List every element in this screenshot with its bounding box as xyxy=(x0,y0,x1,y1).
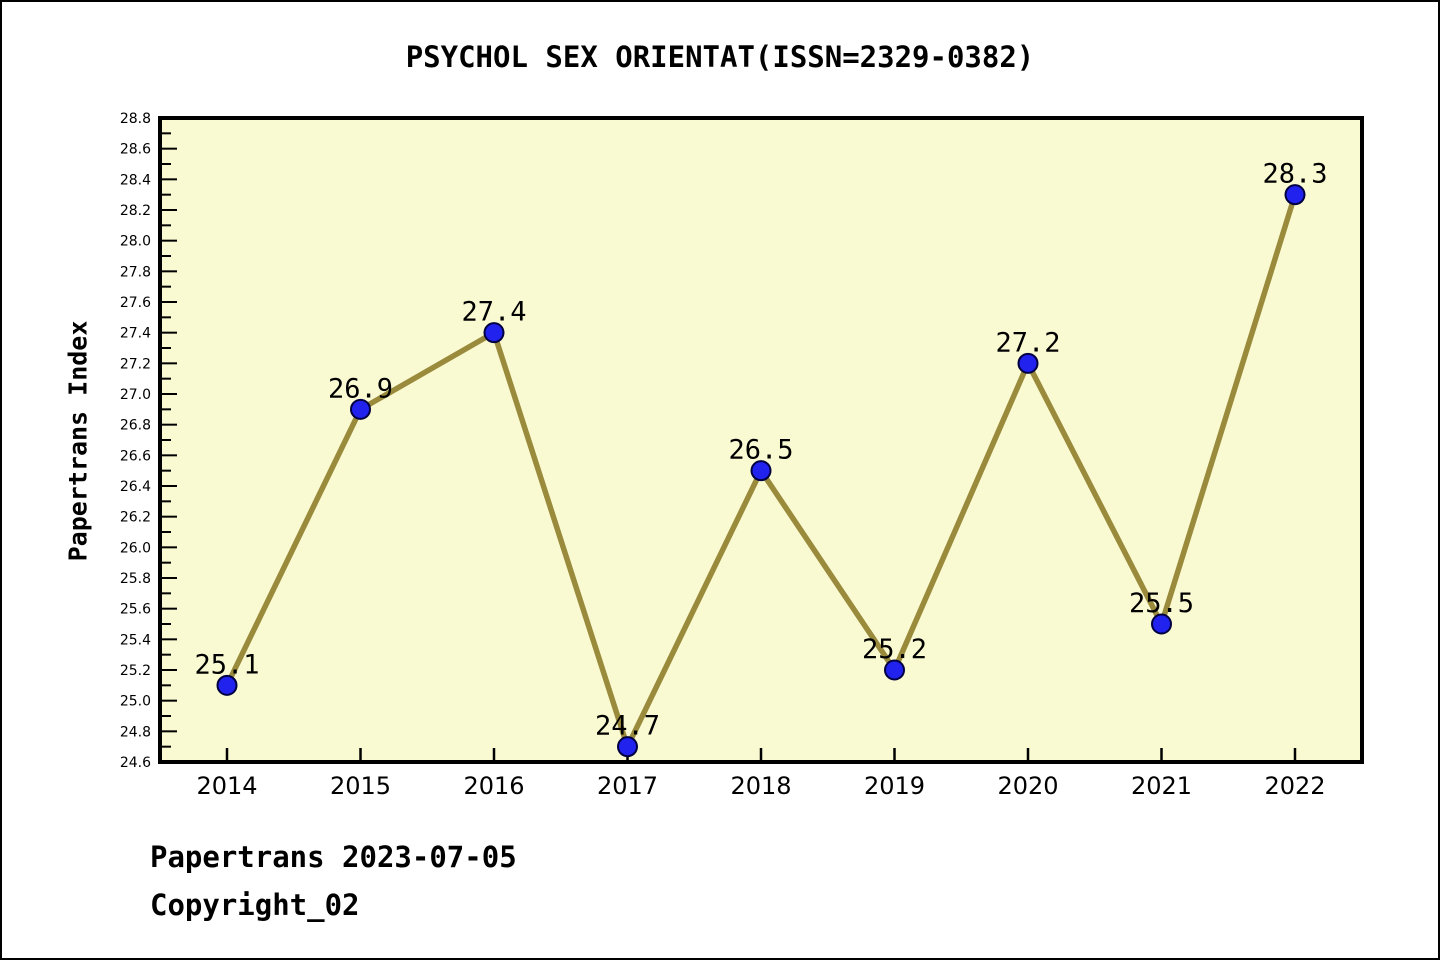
x-tick-label: 2021 xyxy=(1131,772,1192,800)
data-point xyxy=(483,322,505,344)
chart-title: PSYCHOL SEX ORIENTAT(ISSN=2329-0382) xyxy=(405,40,1035,74)
y-tick-label: 25.2 xyxy=(120,663,151,679)
data-point xyxy=(1151,613,1172,635)
data-point xyxy=(1284,184,1306,206)
data-point xyxy=(750,460,772,482)
data-point xyxy=(350,398,371,420)
y-tick-label: 27.8 xyxy=(120,264,151,280)
data-point-label: 25.1 xyxy=(194,649,259,680)
y-tick-label: 26.2 xyxy=(120,510,151,526)
y-tick-label: 26.0 xyxy=(120,540,151,556)
y-tick-label: 26.8 xyxy=(120,418,151,434)
x-tick-label: 2017 xyxy=(597,772,658,800)
data-point-label: 25.2 xyxy=(862,634,927,665)
y-tick-label: 25.6 xyxy=(120,602,151,618)
data-point xyxy=(884,659,905,681)
x-tick-label: 2016 xyxy=(463,772,524,800)
y-tick-label: 28.4 xyxy=(120,172,151,188)
x-tick-label: 2020 xyxy=(997,772,1058,800)
x-tick-label: 2018 xyxy=(730,772,791,800)
plot-background xyxy=(160,118,1362,762)
data-point-label: 24.7 xyxy=(595,711,660,742)
x-tick-label: 2014 xyxy=(196,772,257,800)
y-tick-label: 25.4 xyxy=(120,632,151,648)
data-point-label: 27.4 xyxy=(461,297,526,328)
y-tick-label: 25.0 xyxy=(120,694,151,710)
plot-border xyxy=(158,116,1364,764)
data-point-label: 26.9 xyxy=(328,373,393,404)
data-point-label: 25.5 xyxy=(1129,588,1194,619)
y-tick-label: 24.8 xyxy=(120,724,151,740)
y-tick-label: 28.8 xyxy=(120,111,151,127)
data-point xyxy=(216,674,238,696)
x-tick-label: 2022 xyxy=(1264,772,1325,800)
y-tick-label: 28.2 xyxy=(120,203,151,219)
y-tick-label: 24.6 xyxy=(120,755,151,771)
footer-date: Papertrans 2023-07-05 xyxy=(150,840,517,874)
y-tick-label: 27.6 xyxy=(120,295,151,311)
y-tick-label: 27.4 xyxy=(120,326,151,342)
y-tick-label: 26.6 xyxy=(120,448,151,464)
data-point xyxy=(1017,352,1039,374)
data-point-label: 26.5 xyxy=(728,435,793,466)
data-point-label: 28.3 xyxy=(1262,159,1327,190)
y-tick-label: 27.0 xyxy=(120,387,151,403)
data-point-label: 27.2 xyxy=(995,327,1060,358)
footer-copyright: Copyright_02 xyxy=(150,888,360,922)
y-tick-label: 25.8 xyxy=(120,571,151,587)
y-tick-label: 26.4 xyxy=(120,479,151,495)
y-tick-label: 27.2 xyxy=(120,356,151,372)
y-tick-label: 28.0 xyxy=(120,234,151,250)
x-tick-label: 2019 xyxy=(864,772,925,800)
y-tick-label: 28.6 xyxy=(120,142,151,158)
data-point xyxy=(617,736,638,758)
x-tick-label: 2015 xyxy=(330,772,391,800)
